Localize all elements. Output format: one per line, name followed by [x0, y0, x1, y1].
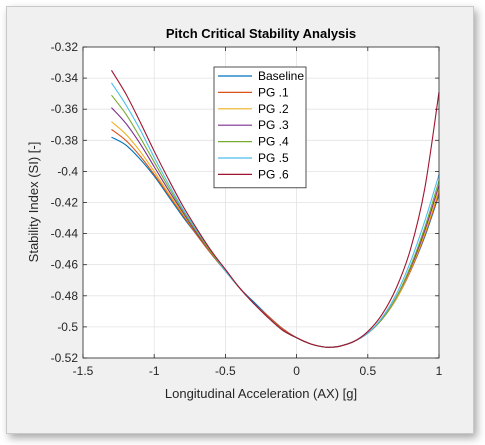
y-tick-label: -0.34 — [51, 71, 79, 85]
legend-entry: Baseline — [258, 69, 304, 83]
x-tick-label: -1 — [149, 364, 160, 378]
y-tick-label: -0.44 — [51, 227, 79, 241]
series-line-6 — [111, 70, 440, 348]
legend-entry: PG .2 — [258, 102, 289, 116]
y-tick-label: -0.42 — [51, 196, 79, 210]
y-tick-label: -0.36 — [51, 102, 79, 116]
x-tick-label: -1.5 — [73, 364, 94, 378]
x-tick-label: 1 — [436, 364, 443, 378]
x-axis-label: Longitudinal Acceleration (AX) [g] — [165, 386, 357, 401]
legend-entry: PG .4 — [258, 135, 289, 149]
legend: Baseline PG .1 PG .2 PG .3 PG .4 PG .5 PG .6 — [213, 66, 307, 189]
y-tick-label: -0.46 — [51, 258, 79, 272]
series-lines — [111, 70, 440, 348]
y-axis-label: Stability Index (SI) [-] — [26, 142, 41, 263]
legend-entry: PG .3 — [258, 118, 289, 132]
x-tick-label: -0.5 — [215, 364, 236, 378]
y-tick-label: -0.52 — [51, 351, 79, 365]
x-tick-label: 0.5 — [359, 364, 376, 378]
x-tick-label: 0 — [293, 364, 300, 378]
y-tick-label: -0.48 — [51, 289, 79, 303]
y-tick-label: -0.4 — [57, 164, 78, 178]
y-tick-label: -0.38 — [51, 133, 79, 147]
chart-title: Pitch Critical Stability Analysis — [166, 26, 356, 41]
y-tick-label: -0.5 — [57, 320, 78, 334]
legend-entry: PG .5 — [258, 151, 289, 165]
legend-entry: PG .6 — [258, 167, 289, 181]
ticks: -1.5 -1 -0.5 0 0.5 1 -0.52 -0.5 -0.48 -0.46 -0.44 -… — [51, 40, 443, 378]
legend-box — [213, 66, 307, 189]
legend-entry: PG .1 — [258, 85, 289, 99]
y-tick-label: -0.32 — [51, 40, 79, 54]
